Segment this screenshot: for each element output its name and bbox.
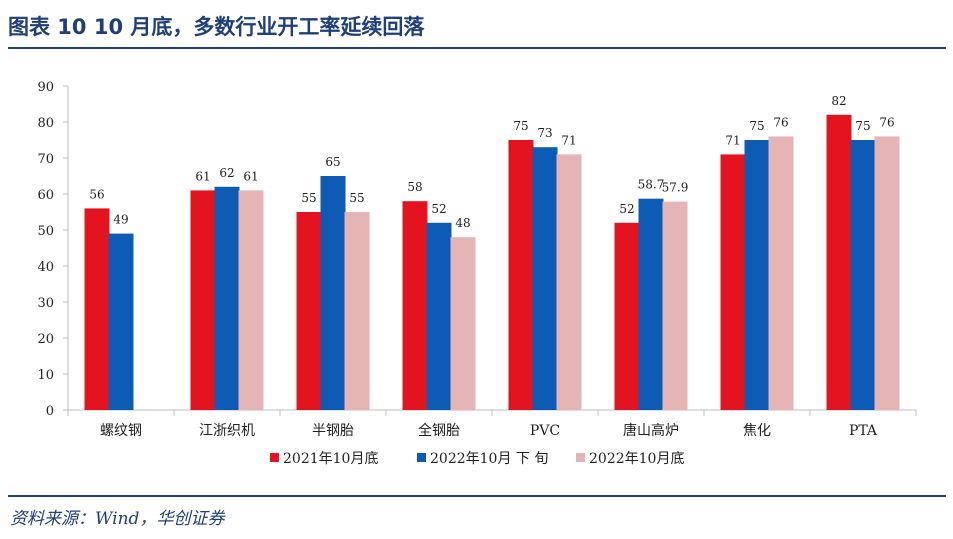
data-label: 55 bbox=[301, 191, 316, 205]
x-tick-label: 螺纹钢 bbox=[100, 423, 142, 439]
data-label: 75 bbox=[749, 119, 764, 133]
y-tick-label: 90 bbox=[37, 80, 54, 95]
bar bbox=[320, 176, 346, 410]
x-tick-label: 江浙织机 bbox=[199, 423, 255, 439]
bars bbox=[84, 114, 900, 411]
data-label: 73 bbox=[537, 126, 552, 140]
data-label: 55 bbox=[349, 191, 364, 205]
y-tick-label: 10 bbox=[37, 368, 54, 383]
data-label: 62 bbox=[219, 166, 234, 180]
bar bbox=[768, 136, 794, 410]
x-tick-label: 半钢胎 bbox=[312, 423, 354, 439]
data-label: 75 bbox=[513, 119, 528, 133]
legend-swatch bbox=[417, 453, 426, 462]
bar bbox=[744, 140, 770, 410]
bar bbox=[426, 222, 452, 410]
y-tick-label: 60 bbox=[37, 188, 54, 203]
data-label: 71 bbox=[561, 133, 576, 147]
y-tick-label: 40 bbox=[37, 260, 54, 275]
y-tick-label: 0 bbox=[46, 404, 54, 419]
bar bbox=[344, 212, 370, 410]
legend-swatch bbox=[576, 453, 585, 462]
bar bbox=[108, 233, 134, 410]
y-tick-label: 30 bbox=[37, 296, 54, 311]
data-label: 75 bbox=[855, 119, 870, 133]
data-label: 58 bbox=[407, 180, 422, 194]
bar bbox=[296, 212, 322, 410]
bar bbox=[556, 154, 582, 410]
data-label: 52 bbox=[431, 202, 446, 216]
bar bbox=[614, 222, 640, 410]
x-tick-label: 全钢胎 bbox=[418, 422, 460, 439]
bar bbox=[826, 114, 852, 411]
bar bbox=[402, 201, 428, 410]
bar bbox=[532, 147, 558, 410]
y-tick-label: 20 bbox=[37, 332, 54, 347]
x-axis: 螺纹钢 江浙织机 半钢胎 全钢胎 PVC 唐山高炉 焦化 PTA bbox=[67, 409, 917, 439]
data-label: 57.9 bbox=[662, 181, 689, 195]
bar bbox=[238, 190, 264, 410]
data-label: 58.7 bbox=[638, 178, 665, 192]
footer-divider bbox=[8, 495, 946, 497]
legend-label: 2022年10月 下 旬 bbox=[430, 451, 548, 467]
title-divider bbox=[8, 47, 946, 49]
bar bbox=[84, 208, 110, 410]
legend-swatch bbox=[270, 453, 279, 462]
bar-chart: 0 10 20 30 40 50 60 70 80 90 螺纹钢 江浙织机 半钢胎 全钢胎 PVC 唐山高炉… bbox=[37, 80, 917, 467]
data-label: 56 bbox=[89, 187, 104, 201]
data-label: 52 bbox=[619, 202, 634, 216]
y-tick-label: 50 bbox=[37, 224, 54, 239]
legend: 2021年10月底 2022年10月 下 旬 2022年10月底 bbox=[270, 451, 684, 467]
bar bbox=[850, 140, 876, 410]
data-labels: 56 49 61 62 61 55 65 55 58 52 48 75 73 71 52 58.757.9 71… bbox=[89, 94, 894, 230]
data-label: 61 bbox=[243, 169, 258, 183]
bar bbox=[508, 140, 534, 410]
bar bbox=[874, 136, 900, 410]
x-tick-label: PVC bbox=[530, 423, 560, 439]
x-tick-label: 唐山高炉 bbox=[623, 422, 679, 439]
x-tick-label: PTA bbox=[849, 423, 878, 439]
source-note: 资料来源：Wind，华创证券 bbox=[10, 509, 225, 529]
bar bbox=[190, 190, 216, 410]
bar bbox=[720, 154, 746, 410]
y-tick-label: 80 bbox=[37, 116, 54, 131]
figure-title: 图表 10 10 月底，多数行业开工率延续回落 bbox=[8, 15, 425, 39]
legend-label: 2022年10月底 bbox=[589, 451, 684, 467]
y-tick-label: 70 bbox=[37, 152, 54, 167]
data-label: 49 bbox=[113, 213, 128, 227]
legend-label: 2021年10月底 bbox=[283, 451, 378, 467]
bar bbox=[214, 186, 240, 410]
y-axis: 0 10 20 30 40 50 60 70 80 90 bbox=[37, 80, 69, 419]
data-label: 76 bbox=[879, 115, 894, 129]
data-label: 71 bbox=[725, 133, 740, 147]
data-label: 65 bbox=[325, 155, 340, 169]
data-label: 61 bbox=[195, 169, 210, 183]
bar bbox=[638, 198, 664, 410]
data-label: 76 bbox=[773, 115, 788, 129]
bar bbox=[450, 237, 476, 410]
data-label: 48 bbox=[455, 216, 470, 230]
bar bbox=[662, 201, 688, 410]
x-tick-label: 焦化 bbox=[743, 423, 771, 439]
data-label: 82 bbox=[831, 94, 846, 108]
